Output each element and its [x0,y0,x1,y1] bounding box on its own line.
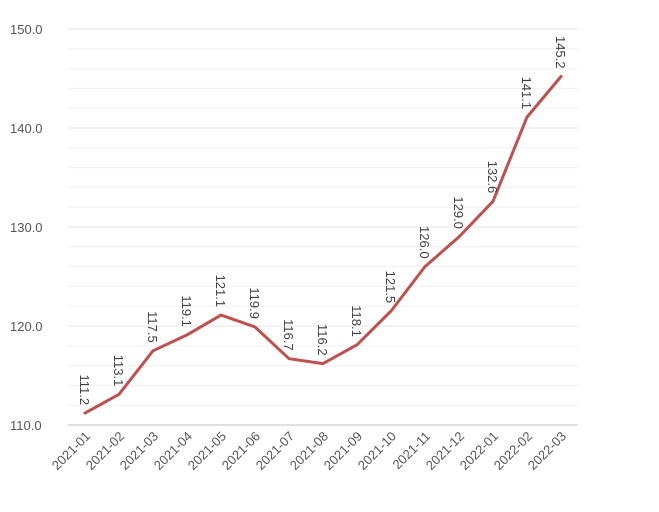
x-tick-label: 2022-03 [525,429,569,473]
data-label: 111.2 [77,375,92,406]
data-label: 126.0 [417,226,432,259]
y-tick-label: 150.0 [10,22,43,37]
y-tick-label: 110.0 [10,418,42,433]
data-label: 119.1 [179,295,194,327]
series-line [83,75,563,415]
x-axis-tick-labels: 2021-012021-022021-032021-042021-052021-… [49,429,569,473]
data-label: 145.2 [553,36,568,69]
data-labels: 111.2 113.1 117.5 119.1 121.1 119.9 116.7 116.2… [77,36,568,405]
data-label: 116.7 [281,319,296,351]
x-tick-label: 2021-10 [355,429,399,473]
data-label: 132.6 [485,161,500,194]
y-axis-tick-labels: 110.0 120.0 130.0 140.0 150.0 [10,22,43,433]
data-label: 129.0 [451,196,466,229]
y-tick-label: 130.0 [10,220,43,235]
y-tick-label: 120.0 [10,319,43,334]
data-label: 121.1 [213,275,228,308]
data-label: 116.2 [315,324,330,356]
y-tick-label: 140.0 [10,121,43,136]
data-label: 113.1 [111,355,126,387]
data-label: 119.9 [247,287,262,319]
gridlines [68,28,578,406]
data-label: 117.5 [145,311,160,343]
data-label: 121.5 [383,271,398,304]
data-label: 141.1 [519,77,534,110]
data-label: 118.1 [349,305,364,337]
